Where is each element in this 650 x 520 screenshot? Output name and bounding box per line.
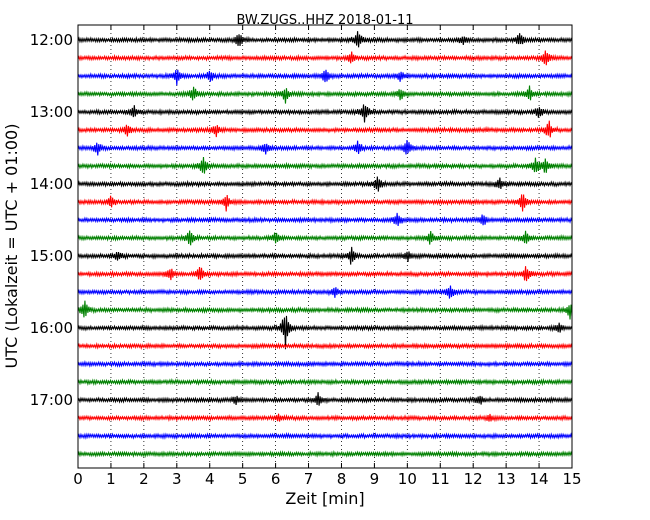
- seismic-trace: [77, 212, 573, 227]
- seismic-trace: [77, 450, 573, 459]
- seismic-trace: [77, 69, 573, 86]
- x-tick-label: 1: [106, 470, 116, 488]
- seismic-trace: [77, 377, 573, 387]
- seismic-trace: [77, 157, 573, 174]
- seismic-trace: [77, 31, 573, 48]
- seismic-trace: [77, 176, 573, 192]
- seismic-trace: [77, 432, 573, 441]
- y-tick-label: 17:00: [30, 391, 73, 409]
- x-tick-label: 0: [73, 470, 83, 488]
- x-tick-label: 6: [271, 470, 281, 488]
- seismic-trace: [77, 392, 573, 406]
- x-tick-label: 14: [530, 470, 549, 488]
- seismic-trace: [77, 341, 573, 351]
- x-tick-label: 3: [172, 470, 182, 488]
- x-tick-label: 7: [304, 470, 314, 488]
- x-tick-label: 2: [139, 470, 149, 488]
- y-tick-label: 15:00: [30, 247, 73, 265]
- seismic-trace: [77, 413, 573, 423]
- x-tick-label: 4: [205, 470, 215, 488]
- x-tick-label: 8: [337, 470, 347, 488]
- y-tick-label: 12:00: [30, 31, 73, 49]
- x-tick-label: 11: [431, 470, 450, 488]
- x-tick-label: 9: [370, 470, 380, 488]
- seismic-trace: [77, 315, 573, 350]
- y-tick-label: 16:00: [30, 319, 73, 337]
- chart-title: BW.ZUGS..HHZ 2018-01-11: [236, 13, 413, 28]
- plot-frame: [77, 24, 573, 469]
- x-tick-labels: 0 1 2 3 4 5 6 7 8 9 10 11 12 13 14 15: [73, 470, 581, 488]
- y-tick-label: 14:00: [30, 175, 73, 193]
- y-tick-labels: 12:00 13:00 14:00 15:00 16:00 17:00: [30, 31, 73, 409]
- y-axis-label: UTC (Lokalzeit = UTC + 01:00): [2, 124, 21, 369]
- seismic-trace: [77, 266, 573, 282]
- seismic-trace: [77, 359, 573, 369]
- seismic-trace: [77, 140, 573, 156]
- x-tick-label: 5: [238, 470, 248, 488]
- seismic-trace: [77, 50, 573, 66]
- seismic-trace: [77, 300, 573, 320]
- x-tick-label: 15: [562, 470, 581, 488]
- tick-marks: [77, 25, 573, 468]
- x-tick-label: 10: [398, 470, 417, 488]
- seismic-trace: [77, 194, 573, 212]
- seismic-trace: [77, 246, 573, 265]
- seismic-trace: [77, 120, 573, 138]
- trace-lines: [77, 31, 573, 459]
- seismic-trace: [77, 285, 573, 299]
- seismic-trace: [77, 104, 573, 123]
- x-tick-label: 12: [464, 470, 483, 488]
- y-tick-label: 13:00: [30, 103, 73, 121]
- seismic-trace: [77, 230, 573, 246]
- x-tick-label: 13: [497, 470, 516, 488]
- x-axis-label: Zeit [min]: [285, 489, 364, 508]
- seismic-trace: [77, 85, 573, 104]
